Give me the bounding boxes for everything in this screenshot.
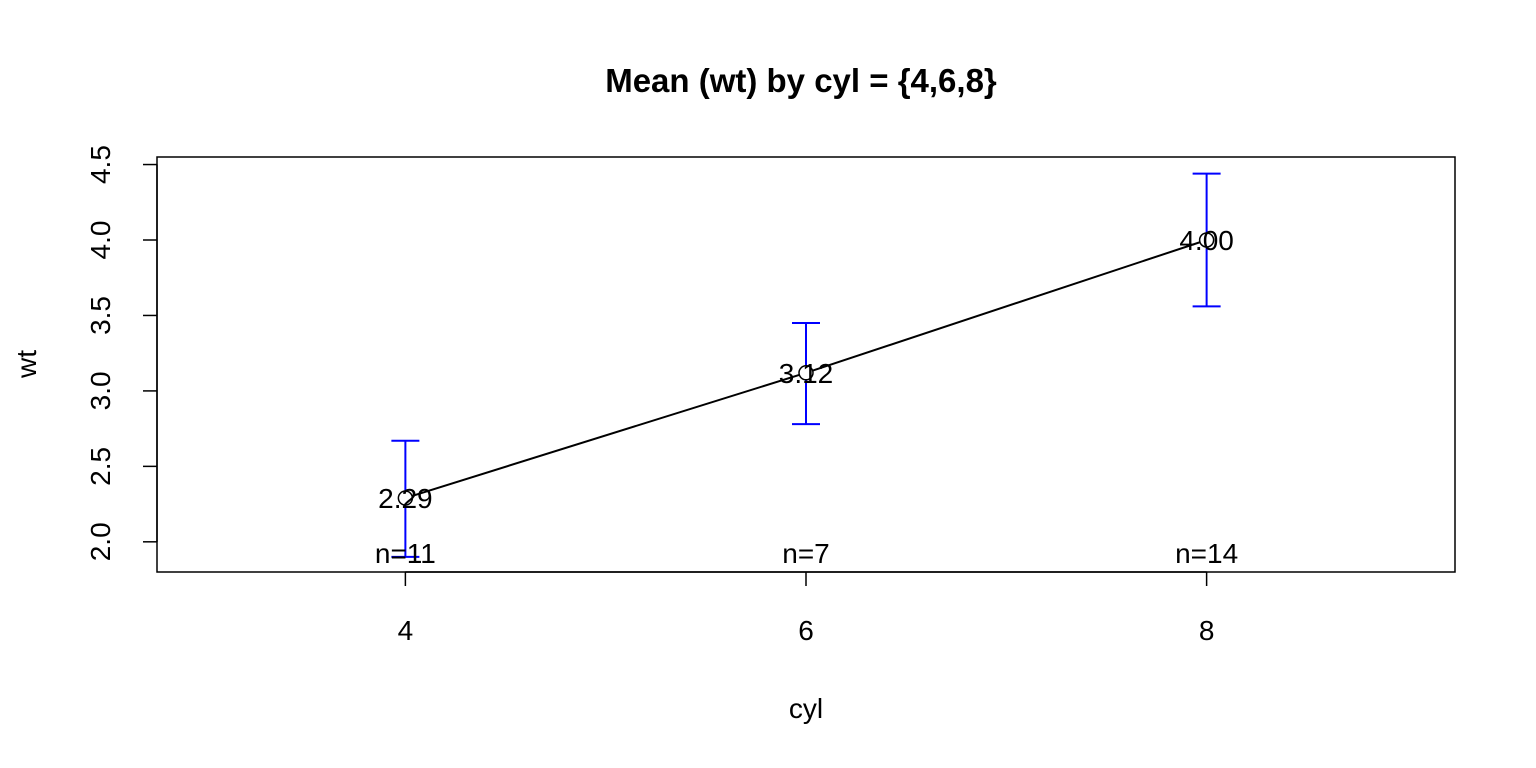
mean-point (397, 490, 414, 506)
x-tick-label: 6 (798, 615, 814, 646)
x-tick-label: 4 (398, 615, 414, 646)
y-axis: 2.0 2.5 3.0 3.5 4.0 4.5 (85, 145, 158, 561)
y-tick-label: 4.0 (85, 221, 116, 260)
mean-value-label: 4.00 (1179, 225, 1234, 256)
mean-value-label: 3.12 (779, 358, 834, 389)
y-tick-label: 2.5 (85, 447, 116, 486)
x-axis-label: cyl (789, 693, 823, 724)
sample-size-label: n=7 (782, 538, 830, 569)
mean-point (798, 365, 814, 381)
y-tick-label: 4.5 (85, 145, 116, 184)
mean-value-label: 2.29 (378, 483, 433, 514)
y-tick-label: 3.5 (85, 296, 116, 335)
plot-marks: 2.29 n=11 3.12 n=7 4.00 n=14 (375, 172, 1238, 569)
y-tick-label: 2.0 (85, 522, 116, 561)
x-axis: 4 6 8 (398, 571, 1215, 646)
x-tick-label: 8 (1199, 615, 1215, 646)
chart-title: Mean (wt) by cyl = {4,6,8} (605, 62, 997, 99)
sample-size-label: n=14 (1175, 538, 1238, 569)
y-tick-label: 3.0 (85, 371, 116, 410)
sample-size-label: n=11 (375, 538, 436, 569)
mean-point (1198, 232, 1215, 248)
y-axis-label: wt (11, 350, 42, 379)
